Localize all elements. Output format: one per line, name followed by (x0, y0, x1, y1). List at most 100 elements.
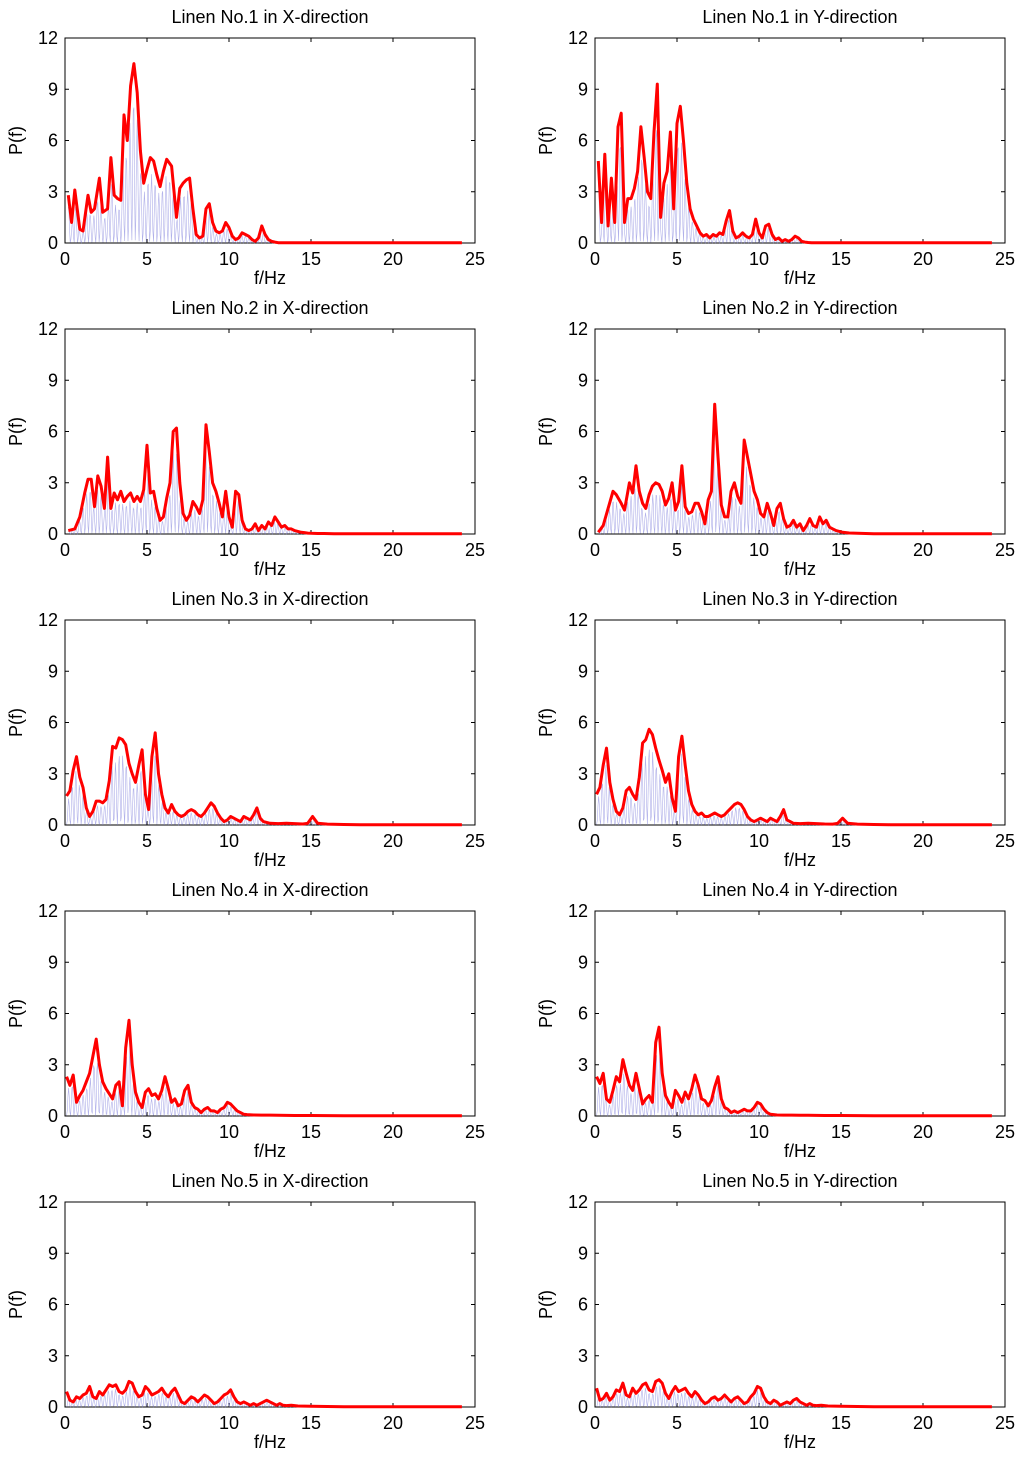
y-tick-label: 12 (38, 319, 58, 339)
chart-title: Linen No.2 in Y-direction (702, 298, 897, 318)
x-tick-label: 20 (913, 249, 933, 269)
x-tick-label: 5 (142, 1122, 152, 1142)
x-tick-label: 15 (831, 540, 851, 560)
y-tick-label: 12 (568, 28, 588, 48)
y-axis-label: P(f) (6, 126, 26, 155)
x-tick-label: 0 (60, 831, 70, 851)
y-tick-label: 6 (48, 1295, 58, 1315)
plot-area (64, 619, 476, 826)
x-tick-label: 25 (995, 1413, 1015, 1433)
x-tick-label: 25 (465, 831, 485, 851)
chart-panel: Linen No.2 in Y-direction 0 5 10 15 20 25 0 3 6 9 1… (536, 298, 1015, 579)
x-tick-label: 25 (465, 1122, 485, 1142)
x-tick-label: 20 (383, 249, 403, 269)
x-tick-label: 5 (142, 831, 152, 851)
chart-title: Linen No.1 in Y-direction (702, 7, 897, 27)
x-tick-label: 5 (672, 249, 682, 269)
x-tick-label: 10 (749, 540, 769, 560)
x-axis-label: f/Hz (254, 559, 286, 579)
y-tick-label: 12 (568, 610, 588, 630)
x-tick-label: 20 (383, 540, 403, 560)
chart-panel: Linen No.3 in Y-direction 0 5 10 15 20 25 0 3 6 9 1… (536, 589, 1015, 870)
y-tick-label: 0 (578, 233, 588, 253)
series-line-envelope (597, 402, 992, 536)
chart-panel: Linen No.1 in Y-direction 0 5 10 15 20 25 0 3 6 9 1… (536, 7, 1015, 288)
y-axis-label: P(f) (536, 417, 556, 446)
x-tick-label: 0 (590, 831, 600, 851)
y-tick-label: 3 (48, 764, 58, 784)
chart-title: Linen No.5 in X-direction (171, 1171, 368, 1191)
y-tick-label: 0 (48, 524, 58, 544)
x-tick-label: 15 (301, 249, 321, 269)
y-axis-label: P(f) (536, 708, 556, 737)
x-tick-label: 15 (301, 1413, 321, 1433)
y-tick-label: 3 (48, 1055, 58, 1075)
x-tick-label: 20 (383, 1122, 403, 1142)
x-tick-label: 25 (465, 540, 485, 560)
plot-area (594, 910, 1006, 1117)
x-tick-label: 0 (60, 1413, 70, 1433)
x-tick-label: 15 (831, 1413, 851, 1433)
series-line-envelope (66, 62, 462, 245)
y-tick-label: 9 (578, 79, 588, 99)
y-tick-label: 3 (578, 1346, 588, 1366)
x-tick-label: 20 (383, 831, 403, 851)
x-tick-label: 20 (913, 831, 933, 851)
x-tick-label: 0 (60, 1122, 70, 1142)
chart-title: Linen No.5 in Y-direction (702, 1171, 897, 1191)
chart-panel: Linen No.4 in X-direction 0 5 10 15 20 25 0 3 6 9 1… (6, 880, 485, 1161)
x-axis-label: f/Hz (784, 1141, 816, 1161)
x-tick-label: 25 (465, 249, 485, 269)
x-tick-label: 0 (590, 249, 600, 269)
x-tick-label: 20 (913, 1122, 933, 1142)
chart-title: Linen No.3 in Y-direction (702, 589, 897, 609)
series-line-envelope (595, 1025, 992, 1118)
y-tick-label: 0 (48, 233, 58, 253)
y-tick-label: 3 (48, 182, 58, 202)
y-tick-label: 9 (48, 1243, 58, 1263)
y-tick-label: 12 (568, 1192, 588, 1212)
series-line-envelope (65, 1018, 462, 1118)
y-tick-label: 12 (38, 1192, 58, 1212)
y-axis-label: P(f) (6, 999, 26, 1028)
y-tick-label: 0 (578, 524, 588, 544)
y-tick-label: 6 (578, 131, 588, 151)
y-tick-label: 9 (578, 952, 588, 972)
chart-panel: Linen No.1 in X-direction 0 5 10 15 20 25 0 3 6 9 1… (6, 7, 485, 288)
plot-area (594, 619, 1006, 826)
chart-title: Linen No.2 in X-direction (171, 298, 368, 318)
x-axis-label: f/Hz (254, 268, 286, 288)
x-tick-label: 20 (913, 1413, 933, 1433)
chart-panel: Linen No.5 in X-direction 0 5 10 15 20 25 0 3 6 9 1… (6, 1171, 485, 1452)
y-tick-label: 6 (578, 1295, 588, 1315)
y-tick-label: 9 (48, 661, 58, 681)
x-tick-label: 0 (590, 1413, 600, 1433)
x-tick-label: 25 (995, 249, 1015, 269)
series-line-envelope (67, 423, 462, 536)
y-tick-label: 12 (38, 28, 58, 48)
y-tick-label: 9 (48, 79, 58, 99)
x-axis-label: f/Hz (784, 850, 816, 870)
x-tick-label: 25 (465, 1413, 485, 1433)
chart-title: Linen No.4 in X-direction (171, 880, 368, 900)
x-tick-label: 10 (749, 831, 769, 851)
x-tick-label: 10 (219, 831, 239, 851)
series-line-envelope (595, 1378, 992, 1409)
series-line-envelope (596, 82, 992, 245)
plot-area (64, 910, 476, 1117)
chart-title: Linen No.1 in X-direction (171, 7, 368, 27)
x-tick-label: 20 (383, 1413, 403, 1433)
plot-area (594, 37, 1006, 244)
y-tick-label: 0 (48, 1106, 58, 1126)
y-tick-label: 6 (48, 131, 58, 151)
y-tick-label: 9 (48, 370, 58, 390)
x-tick-label: 10 (219, 1413, 239, 1433)
y-tick-label: 3 (578, 473, 588, 493)
plot-area (594, 1201, 1006, 1408)
x-tick-label: 10 (749, 1122, 769, 1142)
x-tick-label: 15 (831, 1122, 851, 1142)
x-tick-label: 0 (590, 540, 600, 560)
y-tick-label: 3 (48, 1346, 58, 1366)
x-tick-label: 10 (219, 1122, 239, 1142)
y-tick-label: 9 (578, 370, 588, 390)
